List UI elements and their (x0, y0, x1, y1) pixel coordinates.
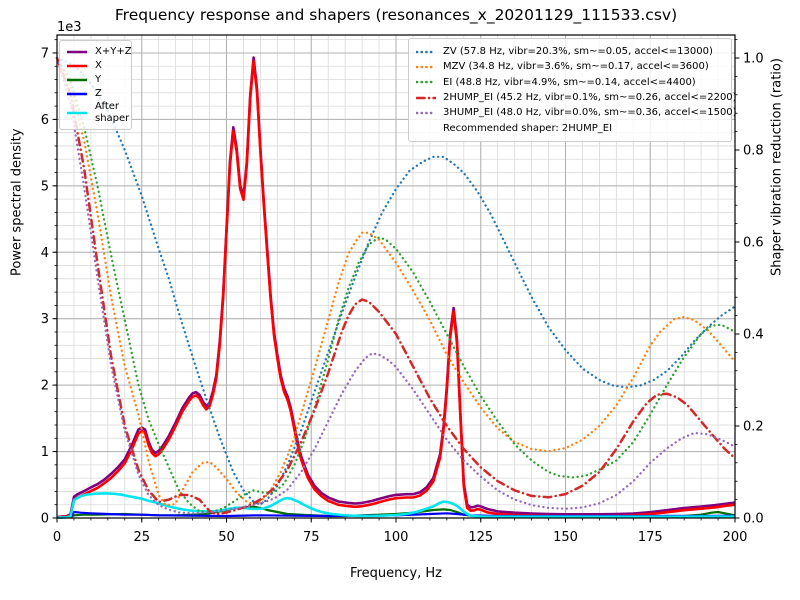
legend-item: Z (66, 87, 125, 101)
svg-text:0.6: 0.6 (743, 236, 764, 251)
svg-text:200: 200 (723, 530, 748, 545)
legend-label: MZV (34.8 Hz, vibr=3.6%, sm~=0.17, accel… (443, 61, 709, 73)
legend-label: ZV (57.8 Hz, vibr=20.3%, sm~=0.05, accel… (443, 46, 713, 58)
legend-swatch-z (67, 92, 87, 96)
svg-text:25: 25 (133, 530, 150, 545)
legend-label: 2HUMP_EI (45.2 Hz, vibr=0.1%, sm~=0.26, … (443, 92, 737, 104)
legend-label: EI (48.8 Hz, vibr=4.9%, sm~=0.14, accel<… (443, 76, 696, 88)
legend-label: After shaper (95, 101, 130, 124)
legend-swatch-zv (416, 50, 436, 53)
svg-text:125: 125 (468, 530, 493, 545)
legend-swatch-x (67, 64, 87, 68)
svg-text:0.4: 0.4 (743, 328, 764, 343)
svg-text:1.0: 1.0 (743, 52, 764, 67)
svg-text:1: 1 (41, 445, 49, 460)
legend-label: X+Y+Z (95, 46, 132, 57)
svg-text:0.0: 0.0 (743, 512, 764, 527)
recommended-shaper-note: Recommended shaper: 2HUMP_EI (443, 122, 613, 134)
legend-swatch-after-shaper (67, 111, 87, 115)
legend-item: Y (66, 73, 125, 87)
y-axis-offset-text: 1e3 (57, 20, 82, 35)
legend-item: ZV (57.8 Hz, vibr=20.3%, sm~=0.05, accel… (416, 44, 724, 59)
svg-text:3: 3 (41, 312, 49, 327)
svg-text:2: 2 (41, 379, 49, 394)
legend-label: Y (95, 74, 102, 85)
svg-text:0.2: 0.2 (743, 420, 764, 435)
legend-psd: X+Y+Z X Y Z After shaper (59, 40, 132, 130)
legend-item: 2HUMP_EI (45.2 Hz, vibr=0.1%, sm~=0.26, … (416, 90, 737, 105)
svg-text:5: 5 (41, 179, 49, 194)
legend-label: X (95, 60, 102, 71)
svg-text:100: 100 (384, 530, 409, 545)
svg-text:0.8: 0.8 (743, 144, 764, 159)
legend-swatch-3hump-ei (416, 111, 436, 115)
svg-text:0: 0 (41, 512, 49, 527)
legend-item: X (66, 59, 125, 73)
legend-swatch-x-y-z (67, 50, 87, 54)
legend-swatch-y (67, 78, 87, 82)
legend-item: X+Y+Z (66, 45, 132, 59)
legend-shapers: ZV (57.8 Hz, vibr=20.3%, sm~=0.05, accel… (408, 38, 737, 142)
svg-text:7: 7 (41, 46, 49, 61)
svg-text:150: 150 (553, 530, 578, 545)
legend-swatch-ei (416, 80, 436, 84)
legend-swatch-mzv (416, 65, 436, 69)
legend-label: 3HUMP_EI (48.0 Hz, vibr=0.0%, sm~=0.36, … (443, 107, 737, 119)
legend-label: Z (95, 88, 102, 99)
svg-text:6: 6 (41, 113, 49, 128)
legend-item: EI (48.8 Hz, vibr=4.9%, sm~=0.14, accel<… (416, 75, 724, 90)
svg-text:50: 50 (218, 530, 235, 545)
legend-item: MZV (34.8 Hz, vibr=3.6%, sm~=0.17, accel… (416, 59, 724, 74)
svg-text:4: 4 (41, 246, 49, 261)
legend-item: After shaper (66, 101, 129, 125)
legend-swatch-2hump-ei (416, 96, 436, 99)
chart-title: Frequency response and shapers (resonanc… (114, 6, 678, 24)
svg-text:175: 175 (638, 530, 663, 545)
x-axis-label: Frequency, Hz (349, 566, 443, 581)
svg-text:75: 75 (303, 530, 320, 545)
svg-text:0: 0 (53, 530, 61, 545)
legend-item: 3HUMP_EI (48.0 Hz, vibr=0.0%, sm~=0.36, … (416, 105, 737, 120)
